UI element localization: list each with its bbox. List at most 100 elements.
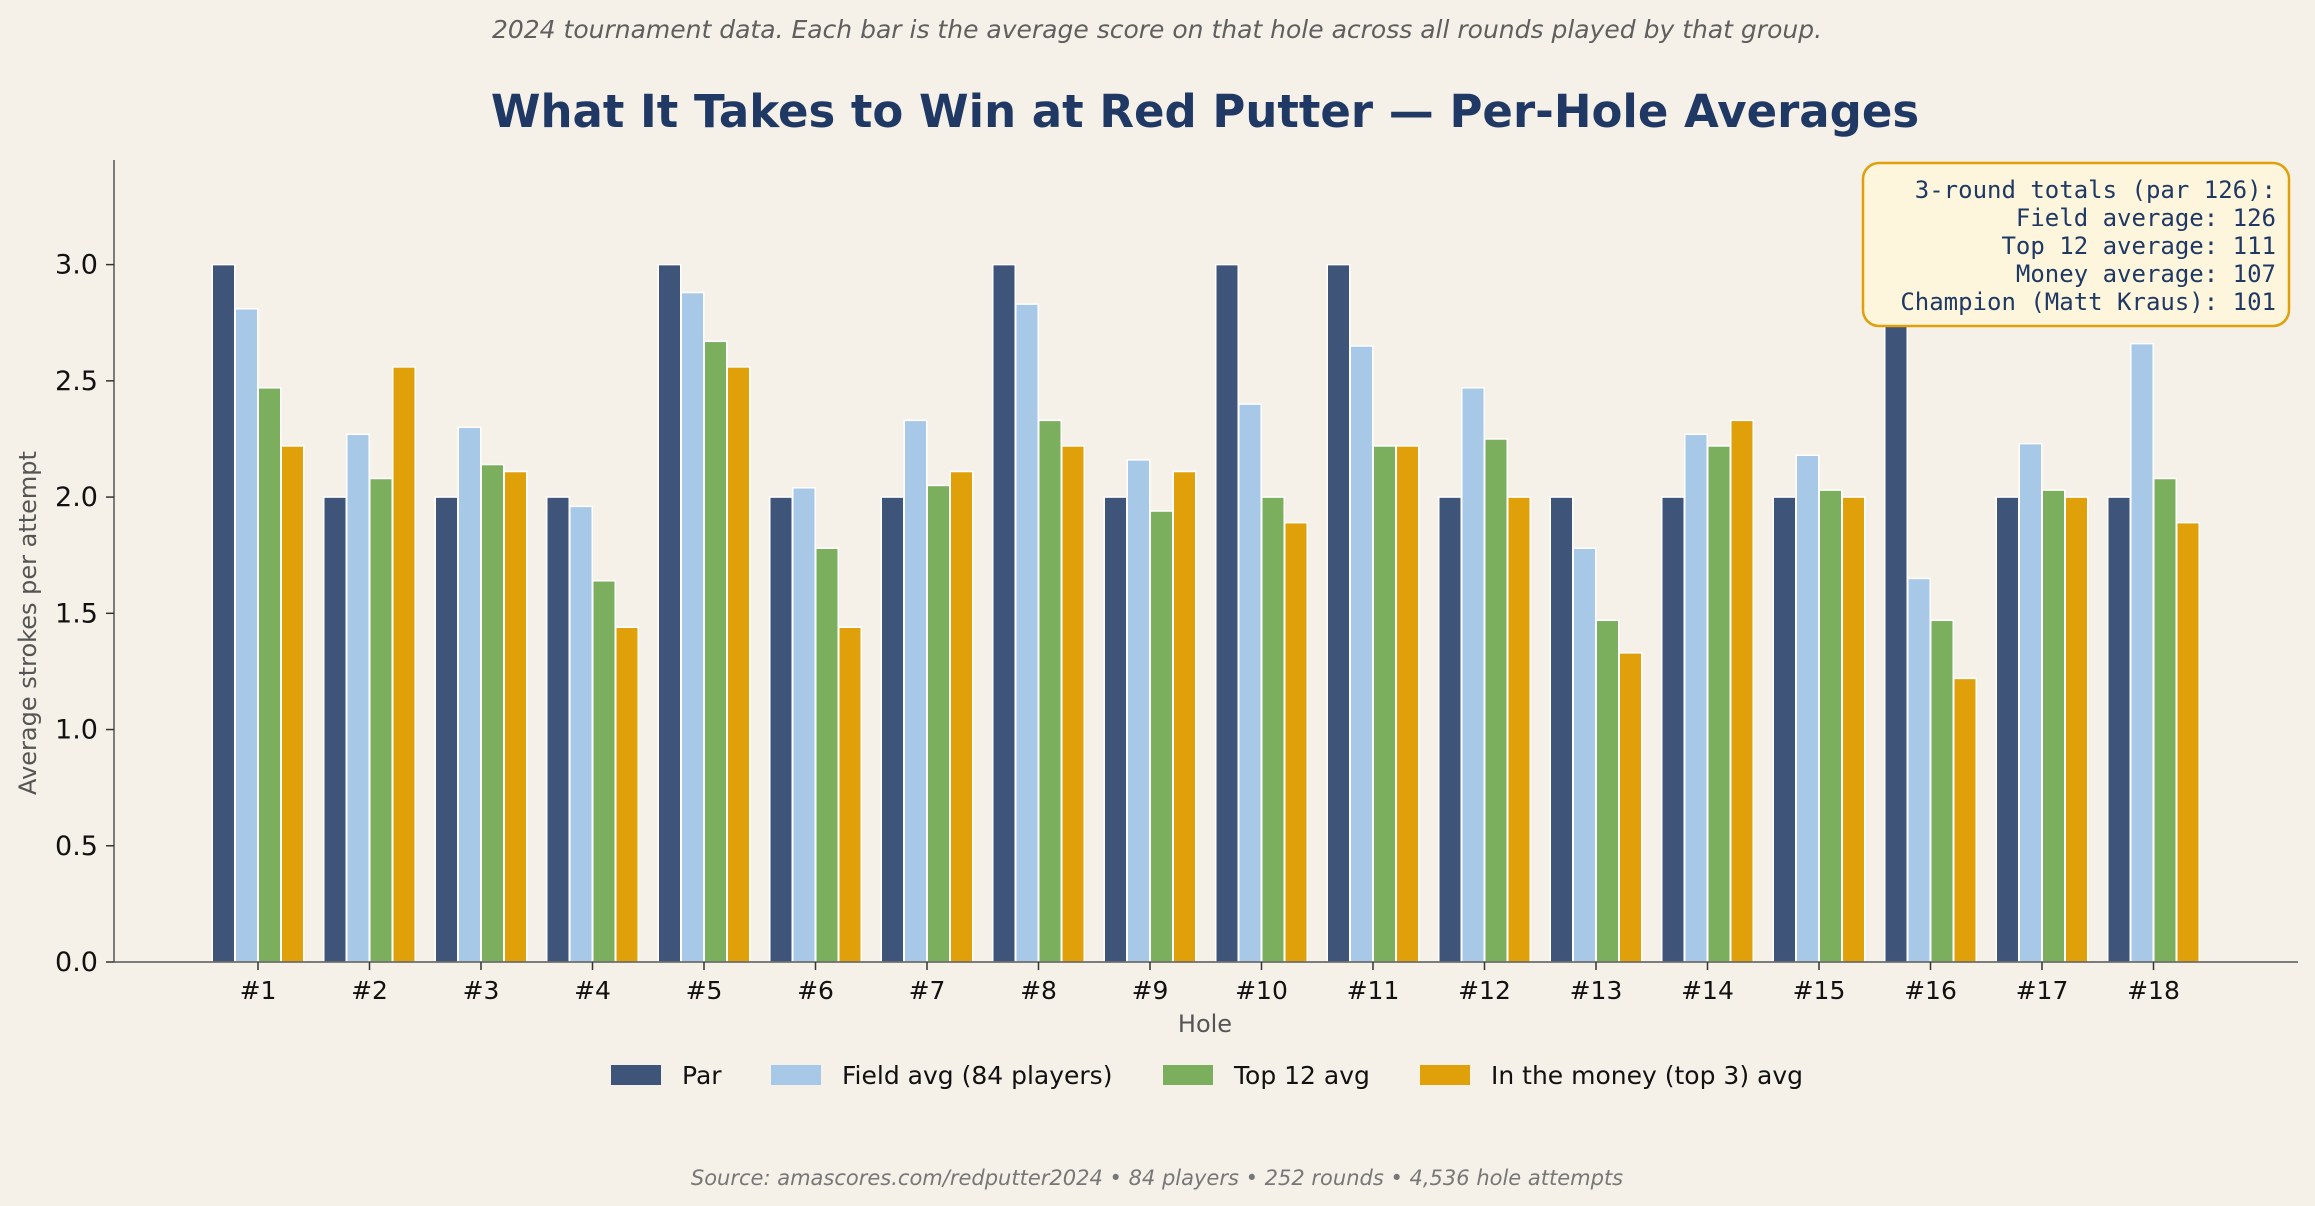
x-tick-label: #18 — [2127, 976, 2180, 1005]
x-tick-label: #13 — [1570, 976, 1623, 1005]
legend-swatch — [611, 1065, 661, 1085]
chart-title: What It Takes to Win at Red Putter — Per… — [491, 85, 1919, 138]
bar-3-hole-11 — [1372, 445, 1397, 963]
y-axis-label: Average strokes per attempt — [14, 451, 42, 795]
bar-1-hole-12 — [1438, 496, 1462, 963]
legend-label: Field avg (84 players) — [842, 1061, 1112, 1090]
annotation-line: Field average: 126 — [2016, 204, 2276, 232]
x-tick-label: #17 — [2016, 976, 2069, 1005]
bar-2-hole-3 — [457, 426, 482, 963]
y-tick-label: 1.5 — [55, 598, 98, 629]
bar-2-hole-12 — [1461, 387, 1485, 963]
bar-2-hole-9 — [1126, 459, 1151, 963]
bar-3-hole-18 — [2153, 477, 2177, 963]
bar-1-hole-15 — [1772, 496, 1797, 963]
bar-1-hole-11 — [1326, 263, 1351, 963]
annotation-line: Top 12 average: 111 — [2001, 232, 2276, 260]
bar-1-hole-14 — [1661, 496, 1685, 963]
x-tick-label: #5 — [686, 976, 723, 1005]
bar-4-hole-9 — [1172, 470, 1197, 963]
bar-4-hole-1 — [280, 445, 305, 963]
bar-4-hole-4 — [615, 626, 639, 963]
legend-swatch — [1163, 1065, 1213, 1085]
bar-1-hole-7 — [880, 496, 905, 963]
bar-1-hole-9 — [1103, 496, 1128, 963]
bar-3-hole-5 — [703, 340, 728, 963]
x-tick-label: #7 — [909, 976, 946, 1005]
bar-4-hole-6 — [838, 626, 862, 963]
bar-4-hole-15 — [1841, 496, 1866, 963]
bar-1-hole-1 — [211, 263, 236, 963]
bar-2-hole-10 — [1238, 403, 1262, 963]
annotation-line: 3-round totals (par 126): — [1915, 176, 2276, 204]
bar-2-hole-4 — [569, 505, 593, 963]
bar-2-hole-5 — [680, 291, 705, 963]
bar-1-hole-2 — [323, 496, 347, 963]
legend-swatch — [771, 1065, 821, 1085]
annotation-box — [1861, 161, 2291, 328]
bar-2-hole-11 — [1349, 345, 1374, 963]
bar-2-hole-14 — [1684, 433, 1708, 963]
y-tick-label: 0.0 — [55, 947, 98, 978]
x-tick-label: #12 — [1458, 976, 1511, 1005]
bar-3-hole-16 — [1930, 619, 1954, 963]
bar-4-hole-16 — [1953, 677, 1977, 963]
bar-3-hole-17 — [2041, 489, 2066, 963]
bar-3-hole-8 — [1038, 419, 1062, 963]
bar-4-hole-8 — [1061, 445, 1085, 963]
x-tick-label: #9 — [1132, 976, 1169, 1005]
bar-3-hole-3 — [480, 463, 505, 963]
bars-layer — [211, 263, 2200, 963]
bar-4-hole-2 — [392, 366, 416, 963]
legend-label: In the money (top 3) avg — [1491, 1061, 1803, 1090]
legend: Par Field avg (84 players) Top 12 avg In th… — [611, 1061, 1803, 1090]
source-note: Source: amascores.com/redputter2024 • 84… — [691, 1166, 1623, 1190]
chart-subtitle: 2024 tournament data. Each bar is the av… — [492, 15, 1822, 44]
bar-4-hole-11 — [1395, 445, 1420, 963]
x-tick-label: #2 — [351, 976, 388, 1005]
bar-4-hole-13 — [1618, 652, 1643, 963]
bar-2-hole-1 — [234, 308, 259, 963]
y-tick-label: 1.0 — [55, 715, 98, 746]
totals-annotation: 3-round totals (par 126):Field average: … — [1861, 161, 2291, 328]
x-tick-label: #4 — [574, 976, 611, 1005]
bar-4-hole-10 — [1284, 521, 1308, 963]
bar-2-hole-7 — [903, 419, 928, 963]
x-tick-label: #3 — [463, 976, 500, 1005]
bar-4-hole-14 — [1730, 419, 1754, 963]
bar-3-hole-6 — [815, 547, 839, 963]
bar-4-hole-5 — [726, 366, 751, 963]
bar-3-hole-13 — [1595, 619, 1620, 963]
bar-3-hole-7 — [926, 484, 951, 963]
bar-2-hole-16 — [1907, 577, 1931, 963]
bar-4-hole-18 — [2176, 521, 2200, 963]
bar-1-hole-18 — [2107, 496, 2131, 963]
x-axis-label: Hole — [1178, 1010, 1232, 1038]
bar-1-hole-3 — [434, 496, 459, 963]
bar-3-hole-10 — [1261, 496, 1285, 963]
x-tick-label: #6 — [797, 976, 834, 1005]
bar-4-hole-12 — [1507, 496, 1531, 963]
bar-1-hole-4 — [546, 496, 570, 963]
bar-1-hole-16 — [1884, 263, 1908, 963]
bar-3-hole-12 — [1484, 438, 1508, 963]
bar-2-hole-15 — [1795, 454, 1820, 963]
bar-4-hole-7 — [949, 470, 974, 963]
bar-1-hole-17 — [1995, 496, 2020, 963]
bar-2-hole-2 — [346, 433, 370, 963]
bar-2-hole-13 — [1572, 547, 1597, 963]
bar-3-hole-1 — [257, 387, 282, 963]
annotation-line: Money average: 107 — [2016, 260, 2276, 288]
x-tick-label: #11 — [1347, 976, 1400, 1005]
y-tick-label: 2.0 — [55, 482, 98, 513]
bar-2-hole-6 — [792, 487, 816, 963]
x-tick-label: #15 — [1793, 976, 1846, 1005]
bar-2-hole-17 — [2018, 442, 2043, 963]
legend-swatch — [1420, 1065, 1470, 1085]
legend-label: Top 12 avg — [1233, 1061, 1370, 1090]
bar-1-hole-10 — [1215, 263, 1239, 963]
bar-1-hole-8 — [992, 263, 1016, 963]
bar-2-hole-18 — [2130, 342, 2154, 963]
